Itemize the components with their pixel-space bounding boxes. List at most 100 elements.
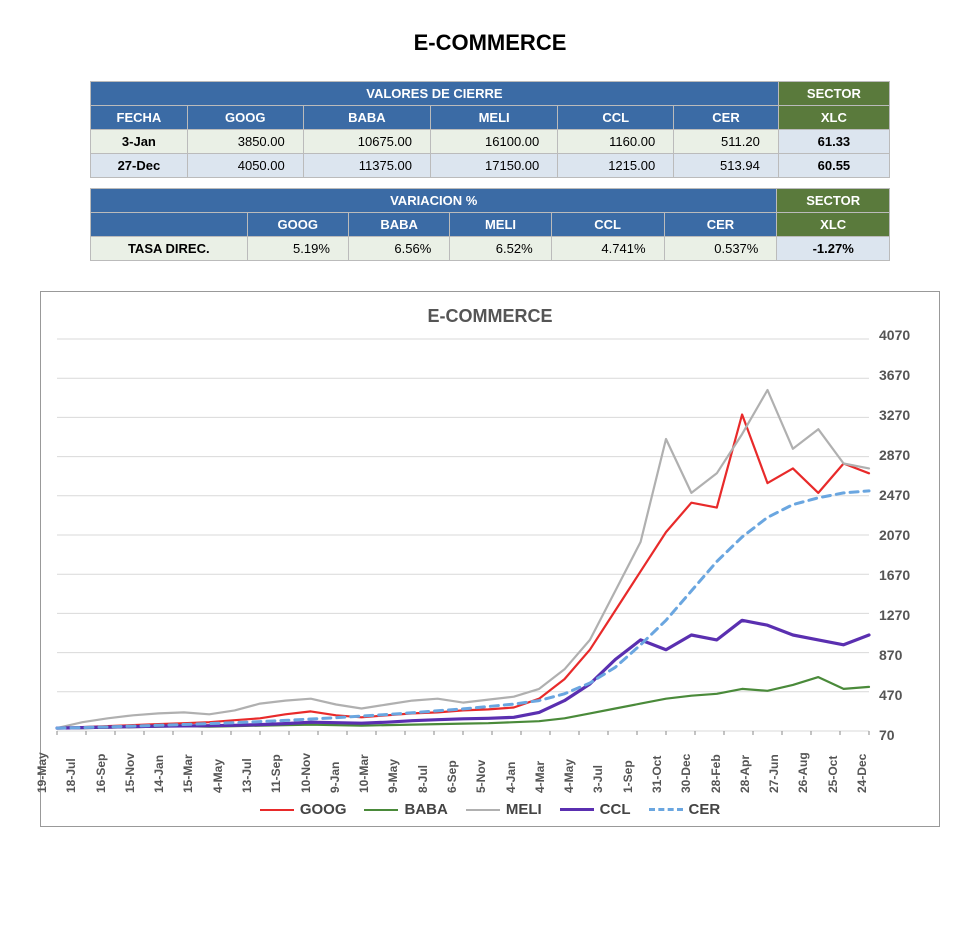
chart-title: E-COMMERCE: [53, 306, 927, 327]
cell-cer: 513.94: [674, 154, 779, 178]
legend-item-ccl: CCL: [560, 801, 631, 818]
cierre-col-cer: CER: [674, 106, 779, 130]
cell-baba: 6.56%: [348, 237, 449, 261]
chart-x-axis: 19-May18-Jul16-Sep15-Nov14-Jan15-Mar4-Ma…: [53, 735, 873, 797]
var-col-goog: GOOG: [247, 213, 348, 237]
cierre-col-ccl: CCL: [558, 106, 674, 130]
var-header-main: VARIACION %: [91, 189, 777, 213]
cell-ccl: 1160.00: [558, 130, 674, 154]
var-col-meli: MELI: [450, 213, 551, 237]
x-tick-label: 9-May: [386, 759, 400, 793]
x-tick-label: 13-Jul: [240, 758, 254, 793]
cell-fecha: 3-Jan: [91, 130, 188, 154]
chart-container: E-COMMERCE 70470870127016702070247028703…: [40, 291, 940, 827]
x-tick-label: 28-Feb: [709, 754, 723, 793]
y-tick-label: 3670: [879, 367, 910, 383]
y-tick-label: 1270: [879, 607, 910, 623]
cierre-header-sector: SECTOR: [778, 82, 889, 106]
chart-y-axis: 7047087012701670207024702870327036704070: [873, 335, 927, 735]
cell-fecha: 27-Dec: [91, 154, 188, 178]
x-tick-label: 4-Jan: [504, 762, 518, 793]
legend-swatch: [560, 808, 594, 811]
cell-baba: 11375.00: [303, 154, 430, 178]
legend-swatch: [260, 809, 294, 811]
legend-swatch: [364, 809, 398, 811]
var-col-cer: CER: [664, 213, 777, 237]
y-tick-label: 4070: [879, 327, 910, 343]
legend-item-meli: MELI: [466, 801, 542, 818]
cell-goog: 5.19%: [247, 237, 348, 261]
var-col-blank: [91, 213, 248, 237]
cell-goog: 4050.00: [187, 154, 303, 178]
x-tick-label: 9-Jan: [328, 762, 342, 793]
y-tick-label: 1670: [879, 567, 910, 583]
cierre-col-xlc: XLC: [778, 106, 889, 130]
cell-ccl: 4.741%: [551, 237, 664, 261]
cell-meli: 17150.00: [431, 154, 558, 178]
var-header-sector: SECTOR: [777, 189, 890, 213]
x-tick-label: 18-Jul: [64, 758, 78, 793]
cierre-col-fecha: FECHA: [91, 106, 188, 130]
x-tick-label: 3-Jul: [591, 765, 605, 793]
y-tick-label: 2470: [879, 487, 910, 503]
y-tick-label: 470: [879, 687, 902, 703]
legend-label: MELI: [506, 801, 542, 818]
cell-meli: 6.52%: [450, 237, 551, 261]
x-tick-label: 8-Jul: [416, 765, 430, 793]
cell-xlc: 61.33: [778, 130, 889, 154]
cierre-col-baba: BABA: [303, 106, 430, 130]
x-tick-label: 5-Nov: [474, 760, 488, 793]
y-tick-label: 3270: [879, 407, 910, 423]
x-tick-label: 28-Apr: [738, 755, 752, 793]
cell-baba: 10675.00: [303, 130, 430, 154]
cell-cer: 0.537%: [664, 237, 777, 261]
legend-label: CER: [689, 801, 721, 818]
table-row: TASA DIREC. 5.19% 6.56% 6.52% 4.741% 0.5…: [91, 237, 890, 261]
x-tick-label: 10-Mar: [357, 754, 371, 793]
cell-meli: 16100.00: [431, 130, 558, 154]
legend-item-baba: BABA: [364, 801, 447, 818]
x-tick-label: 19-May: [35, 752, 49, 793]
x-tick-label: 11-Sep: [269, 754, 283, 793]
tables-container: VALORES DE CIERRE SECTOR FECHA GOOG BABA…: [40, 81, 940, 261]
x-tick-label: 4-Mar: [533, 761, 547, 793]
table-row: 3-Jan 3850.00 10675.00 16100.00 1160.00 …: [91, 130, 890, 154]
legend-label: CCL: [600, 801, 631, 818]
cell-goog: 3850.00: [187, 130, 303, 154]
x-tick-label: 15-Nov: [123, 753, 137, 793]
chart-plot-area: [53, 335, 873, 735]
x-tick-label: 10-Nov: [299, 753, 313, 793]
cell-label: TASA DIREC.: [91, 237, 248, 261]
y-tick-label: 2870: [879, 447, 910, 463]
x-tick-label: 31-Oct: [650, 756, 664, 793]
x-tick-label: 14-Jan: [152, 755, 166, 793]
x-tick-label: 6-Sep: [445, 760, 459, 793]
x-tick-label: 26-Aug: [796, 752, 810, 793]
chart-svg: [53, 335, 873, 735]
legend-item-cer: CER: [649, 801, 721, 818]
x-tick-label: 4-May: [211, 759, 225, 793]
table-row: 27-Dec 4050.00 11375.00 17150.00 1215.00…: [91, 154, 890, 178]
x-tick-label: 16-Sep: [94, 754, 108, 793]
y-tick-label: 870: [879, 647, 902, 663]
cell-ccl: 1215.00: [558, 154, 674, 178]
var-col-xlc: XLC: [777, 213, 890, 237]
legend-item-goog: GOOG: [260, 801, 347, 818]
x-tick-label: 25-Oct: [826, 756, 840, 793]
var-col-baba: BABA: [348, 213, 449, 237]
x-tick-label: 24-Dec: [855, 754, 869, 793]
legend-swatch: [466, 809, 500, 811]
cierre-col-meli: MELI: [431, 106, 558, 130]
cierre-header-main: VALORES DE CIERRE: [91, 82, 779, 106]
page-title: E-COMMERCE: [40, 30, 940, 56]
legend-swatch: [649, 808, 683, 811]
x-tick-label: 15-Mar: [181, 754, 195, 793]
x-tick-label: 30-Dec: [679, 754, 693, 793]
x-tick-label: 4-May: [562, 759, 576, 793]
cell-xlc: -1.27%: [777, 237, 890, 261]
table-valores-cierre: VALORES DE CIERRE SECTOR FECHA GOOG BABA…: [90, 81, 890, 178]
cell-xlc: 60.55: [778, 154, 889, 178]
cell-cer: 511.20: [674, 130, 779, 154]
cierre-col-goog: GOOG: [187, 106, 303, 130]
y-tick-label: 70: [879, 727, 895, 743]
